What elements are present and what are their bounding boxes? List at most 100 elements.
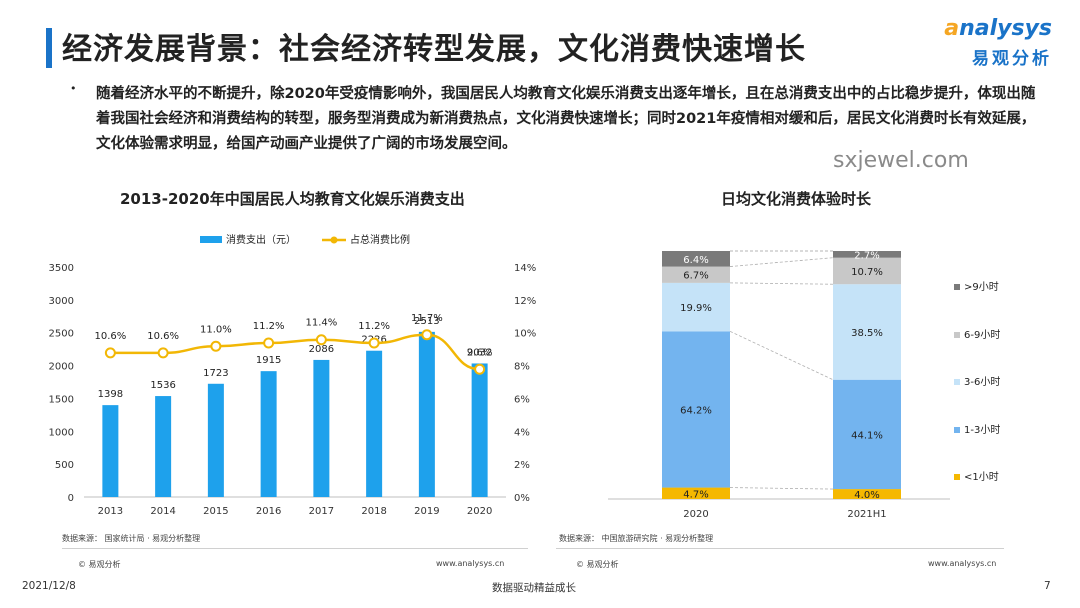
share-value-label: 11.0% (200, 324, 232, 335)
legend-swatch-6-9小时 (954, 332, 960, 338)
bar-2016 (260, 371, 277, 497)
footer-divider-left (62, 548, 528, 549)
bullet-dot: • (70, 82, 77, 95)
bar-2017 (313, 359, 330, 497)
x-axis-tick: 2015 (203, 506, 228, 517)
right-axis-tick: 12% (514, 296, 536, 307)
share-value-label: 10.6% (147, 331, 179, 342)
share-value-label: 11.7% (411, 313, 443, 324)
share-value-label: 11.4% (305, 318, 337, 329)
bar-value-label: 1398 (98, 389, 123, 400)
bar-value-label: 2086 (309, 344, 334, 355)
legend-swatch-3-6小时 (954, 379, 960, 385)
x-axis-tick: 2016 (256, 506, 281, 517)
legend-label: >9小时 (964, 281, 999, 293)
footer-slogan: 数据驱动精益成长 (492, 582, 576, 594)
share-point-2013 (104, 347, 116, 359)
legend-swatch-<1小时 (954, 474, 960, 480)
legend-bar-swatch (200, 236, 222, 243)
stack-2021H1->9小时 (833, 251, 901, 258)
left-axis-tick: 2500 (49, 329, 74, 340)
share-value-label: 11.2% (253, 321, 285, 332)
bar-2015 (207, 383, 224, 497)
x-axis-tick: 2021H1 (847, 509, 886, 520)
stack-value-label: 19.9% (680, 303, 712, 314)
legend-label: <1小时 (964, 471, 999, 483)
stack-connector (729, 282, 834, 285)
watermark-url: sxjewel.com (833, 148, 969, 173)
stack-connector (729, 487, 834, 490)
x-axis-tick: 2018 (361, 506, 386, 517)
title-accent-bar (46, 28, 52, 68)
left-axis-tick: 500 (55, 460, 74, 471)
bar-2018 (366, 350, 383, 497)
stack-value-label: 64.2% (680, 405, 712, 416)
legend-line-label: 占总消费比例 (350, 233, 410, 246)
share-value-label: 11.2% (358, 321, 390, 332)
footer-url-left[interactable]: www.analysys.cn (436, 559, 505, 568)
footer-copyright-left: © 易观分析 (78, 560, 121, 569)
x-axis-tick: 2013 (98, 506, 123, 517)
stack-2021H1-<1小时 (833, 489, 901, 499)
x-axis-tick: 2014 (150, 506, 175, 517)
right-axis-tick: 6% (514, 394, 530, 405)
chart2-source: 数据来源： 中国旅游研究院 · 易观分析整理 (559, 534, 714, 543)
right-axis-tick: 2% (514, 460, 530, 471)
stack-2020-1-3小时 (662, 331, 730, 488)
bar-value-label: 1915 (256, 355, 281, 366)
bar-value-label: 2513 (414, 316, 439, 327)
share-point-2016 (263, 337, 275, 349)
share-value-label: 10.6% (94, 331, 126, 342)
bar-2019 (418, 331, 435, 497)
bar-2013 (102, 405, 119, 497)
page-number: 7 (1044, 580, 1051, 592)
share-point-2020 (474, 363, 486, 375)
chart1-title: 2013-2020年中国居民人均教育文化娱乐消费支出 (120, 190, 465, 208)
stack-2020-<1小时 (662, 487, 730, 499)
analysys-logo: analysys 易观分析 (932, 16, 1052, 72)
legend-label: 3-6小时 (964, 376, 1000, 388)
stack-2020->9小时 (662, 251, 730, 267)
share-value-label: 9.6% (467, 347, 492, 358)
bar-2020 (471, 363, 488, 497)
stack-2021H1-1-3小时 (833, 379, 901, 490)
stack-value-label: 38.5% (851, 328, 883, 339)
chart2-title: 日均文化消费体验时长 (721, 190, 872, 208)
legend-swatch->9小时 (954, 284, 960, 290)
footer-divider-right (556, 548, 1004, 549)
x-axis-tick: 2017 (309, 506, 334, 517)
left-axis-tick: 3500 (49, 263, 74, 274)
legend-label: 6-9小时 (964, 329, 1000, 341)
share-point-2014 (157, 347, 169, 359)
logo-chinese: 易观分析 (972, 49, 1052, 69)
x-axis-tick: 2019 (414, 506, 439, 517)
stack-2020-6-9小时 (662, 266, 730, 283)
bar-value-label: 1536 (150, 380, 175, 391)
share-point-2015 (210, 340, 222, 352)
chart1-source: 数据来源： 国家统计局 · 易观分析整理 (62, 534, 201, 543)
stack-value-label: 44.1% (851, 430, 883, 441)
right-axis-tick: 8% (514, 362, 530, 373)
stack-connector (729, 257, 834, 267)
left-axis-tick: 3000 (49, 296, 74, 307)
footer-url-right[interactable]: www.analysys.cn (928, 559, 997, 568)
bar-2014 (155, 396, 172, 497)
logo-english: analysys (944, 16, 1052, 41)
legend-line-marker (330, 236, 338, 244)
right-axis-tick: 4% (514, 427, 530, 438)
stack-2020-3-6小时 (662, 282, 730, 332)
left-axis-tick: 1000 (49, 427, 74, 438)
left-axis-tick: 1500 (49, 394, 74, 405)
right-axis-tick: 0% (514, 493, 530, 504)
x-axis-tick: 2020 (683, 509, 708, 520)
body-paragraph: 随着经济水平的不断提升，除2020年受疫情影响外，我国居民人均教育文化娱乐消费支… (96, 86, 1036, 152)
share-point-2018 (368, 337, 380, 349)
legend-bar-label: 消费支出（元） (226, 233, 296, 246)
left-axis-tick: 2000 (49, 362, 74, 373)
page-title: 经济发展背景：社会经济转型发展，文化消费快速增长 (62, 32, 806, 67)
stack-connector (729, 330, 834, 381)
x-axis-tick: 2020 (467, 506, 492, 517)
right-axis-tick: 14% (514, 263, 536, 274)
legend-label: 1-3小时 (964, 424, 1000, 436)
